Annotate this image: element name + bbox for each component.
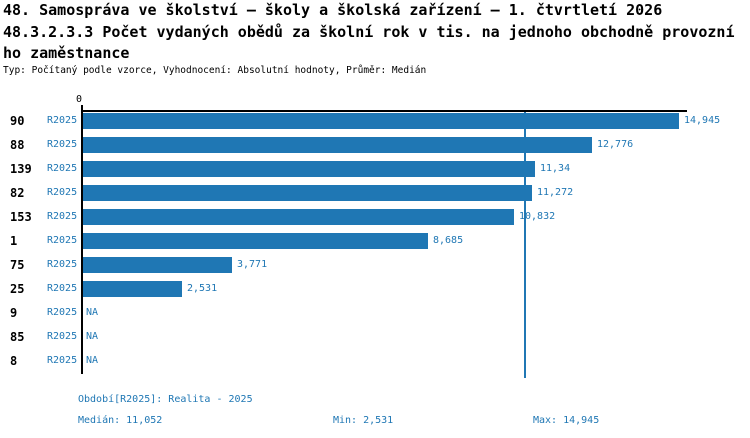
row-series-label: R2025 bbox=[47, 163, 78, 174]
bar bbox=[83, 113, 679, 129]
row-category-label: 153 bbox=[10, 210, 32, 224]
row-series-label: R2025 bbox=[47, 307, 78, 318]
bar-value-label: 11,272 bbox=[537, 187, 574, 198]
max-label: Max: 14,945 bbox=[533, 415, 600, 426]
x-axis-line bbox=[81, 110, 687, 112]
row-category-label: 85 bbox=[10, 330, 25, 344]
median-label: Medián: 11,052 bbox=[78, 415, 163, 426]
row-series-label: R2025 bbox=[47, 283, 78, 294]
row-category-label: 9 bbox=[10, 306, 18, 320]
row-category-label: 90 bbox=[10, 114, 25, 128]
row-series-label: R2025 bbox=[47, 115, 78, 126]
row-category-label: 88 bbox=[10, 138, 25, 152]
na-value-label: NA bbox=[86, 355, 99, 366]
row-category-label: 75 bbox=[10, 258, 25, 272]
bar-value-label: 10,832 bbox=[519, 211, 556, 222]
bar bbox=[83, 209, 514, 225]
bar bbox=[83, 233, 428, 249]
row-category-label: 8 bbox=[10, 354, 18, 368]
bar bbox=[83, 281, 182, 297]
bar-value-label: 11,34 bbox=[540, 163, 571, 174]
bar bbox=[83, 161, 535, 177]
row-series-label: R2025 bbox=[47, 139, 78, 150]
bar-value-label: 14,945 bbox=[684, 115, 721, 126]
report-title-line1: 48. Samospráva ve školství – školy a ško… bbox=[3, 1, 663, 19]
row-series-label: R2025 bbox=[47, 355, 78, 366]
bar-value-label: 2,531 bbox=[187, 283, 218, 294]
row-category-label: 139 bbox=[10, 162, 32, 176]
row-category-label: 25 bbox=[10, 282, 25, 296]
period-label: Období[R2025]: Realita - 2025 bbox=[78, 394, 253, 405]
row-series-label: R2025 bbox=[47, 235, 78, 246]
row-series-label: R2025 bbox=[47, 259, 78, 270]
bar-value-label: 8,685 bbox=[433, 235, 464, 246]
row-category-label: 1 bbox=[10, 234, 18, 248]
y-axis-line bbox=[81, 105, 83, 374]
row-series-label: R2025 bbox=[47, 211, 78, 222]
na-value-label: NA bbox=[86, 307, 99, 318]
row-series-label: R2025 bbox=[47, 331, 78, 342]
bar-value-label: 3,771 bbox=[237, 259, 268, 270]
bar bbox=[83, 185, 532, 201]
bar-value-label: 12,776 bbox=[597, 139, 634, 150]
x-axis-tick-label: 0 bbox=[75, 94, 83, 105]
report-title-line3: ho zaměstnance bbox=[3, 44, 130, 62]
min-label: Min: 2,531 bbox=[333, 415, 394, 426]
na-value-label: NA bbox=[86, 331, 99, 342]
row-series-label: R2025 bbox=[47, 187, 78, 198]
row-category-label: 82 bbox=[10, 186, 25, 200]
report-title-line2: 48.3.2.3.3 Počet vydaných obědů za školn… bbox=[3, 23, 735, 41]
bar bbox=[83, 137, 592, 153]
median-line bbox=[524, 112, 526, 378]
bar bbox=[83, 257, 232, 273]
report-meta-line: Typ: Počítaný podle vzorce, Vyhodnocení:… bbox=[3, 65, 427, 76]
